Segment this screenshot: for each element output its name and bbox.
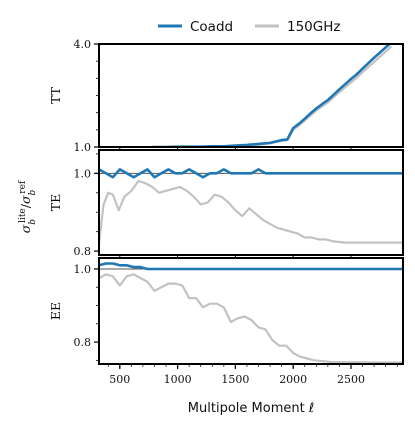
ee-y-tick-label: 1.0 [74,263,92,276]
panel-ee: 0.8 1.0 EE [48,257,404,368]
ee-y-tick-label: 0.8 [74,336,92,349]
panel-te: 0.8 1.0 TE [48,149,404,259]
ylabel-sub-b: b [28,219,38,225]
tt-y-tick-label: 1.0 [74,141,92,154]
x-axis: 500 1000 1500 2000 2500 [107,364,398,386]
panel-tt: 1.0 4.0 TT [48,38,404,154]
ylabel-sigma-ref: σ [18,195,33,204]
ee-series-coadd-line [99,262,403,271]
x-tick-label: 2500 [337,373,365,386]
ee-panel-ylabel: EE [48,302,63,320]
ylabel-sub-b-ref: b [28,189,38,195]
tt-series-150ghz-line [152,45,393,147]
te-y-tick-label: 1.0 [74,167,92,180]
x-tick-label: 1500 [221,373,249,386]
common-ylabel: σblite/σbref [18,180,38,233]
tt-series-coadd-line [152,44,392,147]
te-y-tick-label: 0.8 [74,245,92,258]
tt-panel-ylabel: TT [48,86,63,104]
te-panel-ylabel: TE [48,194,63,211]
te-panel-frame [98,149,404,256]
ylabel-sigma: σ [18,224,33,233]
te-series-150ghz-line [99,180,403,244]
ee-series-150ghz-line [99,273,403,364]
ee-panel-frame [98,257,404,365]
x-tick-label: 2000 [279,373,307,386]
x-tick-label: 1000 [164,373,192,386]
tt-panel-frame [98,43,404,148]
legend-label-coadd: Coadd [190,19,233,35]
legend: Coadd 150GHz [158,19,340,35]
tt-y-tick-label: 4.0 [74,38,92,51]
ylabel-sup-lite: lite [18,208,28,223]
x-axis-label: Multipole Moment ℓ [188,401,314,416]
ylabel-sup-ref: ref [18,180,28,194]
te-series-coadd-line [99,168,403,179]
ylabel-slash: / [18,203,33,208]
x-tick-label: 500 [109,373,130,386]
legend-label-150ghz: 150GHz [287,19,340,35]
